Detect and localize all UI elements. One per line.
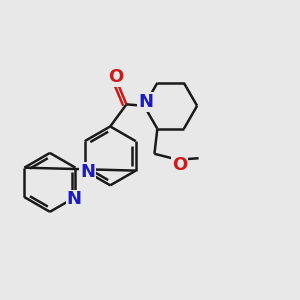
Text: O: O [172, 156, 187, 174]
Text: O: O [109, 68, 124, 86]
Text: N: N [66, 190, 81, 208]
Text: N: N [138, 93, 153, 111]
Text: N: N [80, 163, 95, 181]
